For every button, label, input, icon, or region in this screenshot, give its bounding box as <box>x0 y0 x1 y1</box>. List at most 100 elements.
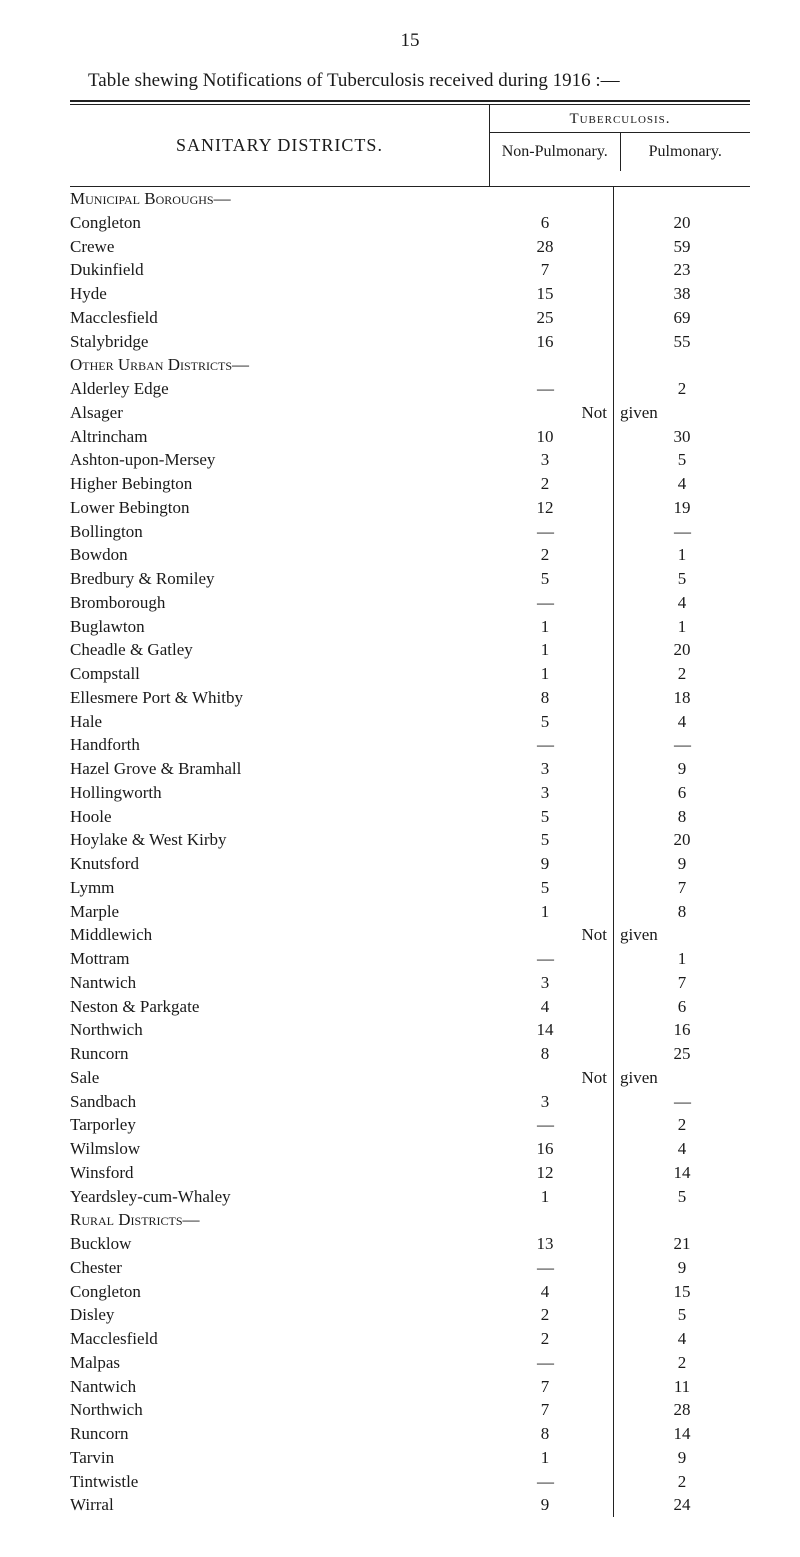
district-name: Sale <box>70 1066 477 1090</box>
district-name: Hyde <box>70 282 477 306</box>
district-name: Bromborough <box>70 591 477 615</box>
cell-non-pulmonary: 25 <box>477 306 614 330</box>
cell-non-pulmonary: 3 <box>477 1090 614 1114</box>
cell-empty <box>614 353 751 377</box>
table-row: Macclesfield2569 <box>70 306 750 330</box>
district-name: Dukinfield <box>70 258 477 282</box>
cell-non-pulmonary: 7 <box>477 1375 614 1399</box>
cell-non-pulmonary: 7 <box>477 258 614 282</box>
district-name: Disley <box>70 1303 477 1327</box>
table-row: Tarporley—2 <box>70 1113 750 1137</box>
cell-non-pulmonary: 9 <box>477 852 614 876</box>
district-name: Hale <box>70 710 477 734</box>
table-row: Wirral924 <box>70 1493 750 1517</box>
district-name: Marple <box>70 900 477 924</box>
cell-pulmonary: 4 <box>614 472 751 496</box>
cell-pulmonary: 59 <box>614 235 751 259</box>
header-sanitary-districts: SANITARY DISTRICTS. <box>70 105 490 186</box>
cell-non-pulmonary: — <box>477 591 614 615</box>
table-row: Congleton415 <box>70 1280 750 1304</box>
cell-pulmonary: 69 <box>614 306 751 330</box>
cell-non-pulmonary: 9 <box>477 1493 614 1517</box>
table-row: Buglawton11 <box>70 615 750 639</box>
cell-non-pulmonary: 3 <box>477 971 614 995</box>
district-name: Chester <box>70 1256 477 1280</box>
cell-non-pulmonary: 8 <box>477 1422 614 1446</box>
district-name: Tintwistle <box>70 1470 477 1494</box>
district-name: Cheadle & Gatley <box>70 638 477 662</box>
table-row: Lower Bebington1219 <box>70 496 750 520</box>
cell-pulmonary: 1 <box>614 543 751 567</box>
cell-non-pulmonary: — <box>477 1113 614 1137</box>
cell-non-pulmonary: 4 <box>477 995 614 1019</box>
table-row: Congleton620 <box>70 211 750 235</box>
table-row: Hale54 <box>70 710 750 734</box>
cell-non-pulmonary: 5 <box>477 567 614 591</box>
district-name: Hoole <box>70 805 477 829</box>
cell-pulmonary: 6 <box>614 781 751 805</box>
district-name: Lymm <box>70 876 477 900</box>
district-name: Yeardsley-cum-Whaley <box>70 1185 477 1209</box>
cell-pulmonary: 16 <box>614 1018 751 1042</box>
cell-empty <box>614 187 751 211</box>
cell-pulmonary: 2 <box>614 662 751 686</box>
cell-pulmonary: 55 <box>614 330 751 354</box>
cell-non-pulmonary: 12 <box>477 496 614 520</box>
district-name: Bollington <box>70 520 477 544</box>
district-name: Sandbach <box>70 1090 477 1114</box>
table-title: Table shewing Notifications of Tuberculo… <box>70 70 750 92</box>
district-name: Handforth <box>70 733 477 757</box>
cell-pulmonary: 2 <box>614 1113 751 1137</box>
table-row: Tintwistle—2 <box>70 1470 750 1494</box>
cell-non-pulmonary: 28 <box>477 235 614 259</box>
cell-non-pulmonary: 5 <box>477 876 614 900</box>
cell-pulmonary: 9 <box>614 757 751 781</box>
district-name: Tarporley <box>70 1113 477 1137</box>
table-row: Knutsford99 <box>70 852 750 876</box>
district-name: Stalybridge <box>70 330 477 354</box>
cell-non-pulmonary: — <box>477 733 614 757</box>
cell-pulmonary: 1 <box>614 615 751 639</box>
district-name: Wirral <box>70 1493 477 1517</box>
table-row: Macclesfield24 <box>70 1327 750 1351</box>
cell-non-pulmonary: 5 <box>477 828 614 852</box>
district-name: Buglawton <box>70 615 477 639</box>
district-name: Runcorn <box>70 1042 477 1066</box>
district-name: Congleton <box>70 211 477 235</box>
cell-notgiven-right: given <box>614 923 751 947</box>
cell-pulmonary: 38 <box>614 282 751 306</box>
cell-pulmonary: 9 <box>614 1446 751 1470</box>
table-row: Ashton-upon-Mersey35 <box>70 448 750 472</box>
table-row: Mottram—1 <box>70 947 750 971</box>
district-name: Crewe <box>70 235 477 259</box>
header-tuberculosis: Tuberculosis. <box>490 105 750 133</box>
cell-pulmonary: 23 <box>614 258 751 282</box>
cell-non-pulmonary: 6 <box>477 211 614 235</box>
cell-non-pulmonary: — <box>477 520 614 544</box>
cell-empty <box>477 353 614 377</box>
district-name: Altrincham <box>70 425 477 449</box>
page-number: 15 <box>70 30 750 52</box>
table-row: Bollington—— <box>70 520 750 544</box>
cell-pulmonary: 28 <box>614 1398 751 1422</box>
cell-non-pulmonary: 2 <box>477 1327 614 1351</box>
cell-pulmonary: 2 <box>614 1351 751 1375</box>
table-row: Marple18 <box>70 900 750 924</box>
cell-non-pulmonary: 1 <box>477 1446 614 1470</box>
table-row: Northwich728 <box>70 1398 750 1422</box>
table-row: Lymm57 <box>70 876 750 900</box>
cell-non-pulmonary: — <box>477 1470 614 1494</box>
cell-non-pulmonary: 13 <box>477 1232 614 1256</box>
district-name: Ashton-upon-Mersey <box>70 448 477 472</box>
cell-pulmonary: 15 <box>614 1280 751 1304</box>
cell-pulmonary: 20 <box>614 638 751 662</box>
group-heading: Municipal Boroughs— <box>70 187 477 211</box>
cell-pulmonary: 5 <box>614 567 751 591</box>
table-row: Runcorn814 <box>70 1422 750 1446</box>
cell-pulmonary: 9 <box>614 1256 751 1280</box>
table-row: Nantwich37 <box>70 971 750 995</box>
cell-non-pulmonary: 12 <box>477 1161 614 1185</box>
cell-pulmonary: 5 <box>614 1303 751 1327</box>
group-heading: Other Urban Districts— <box>70 353 477 377</box>
cell-non-pulmonary: 1 <box>477 900 614 924</box>
